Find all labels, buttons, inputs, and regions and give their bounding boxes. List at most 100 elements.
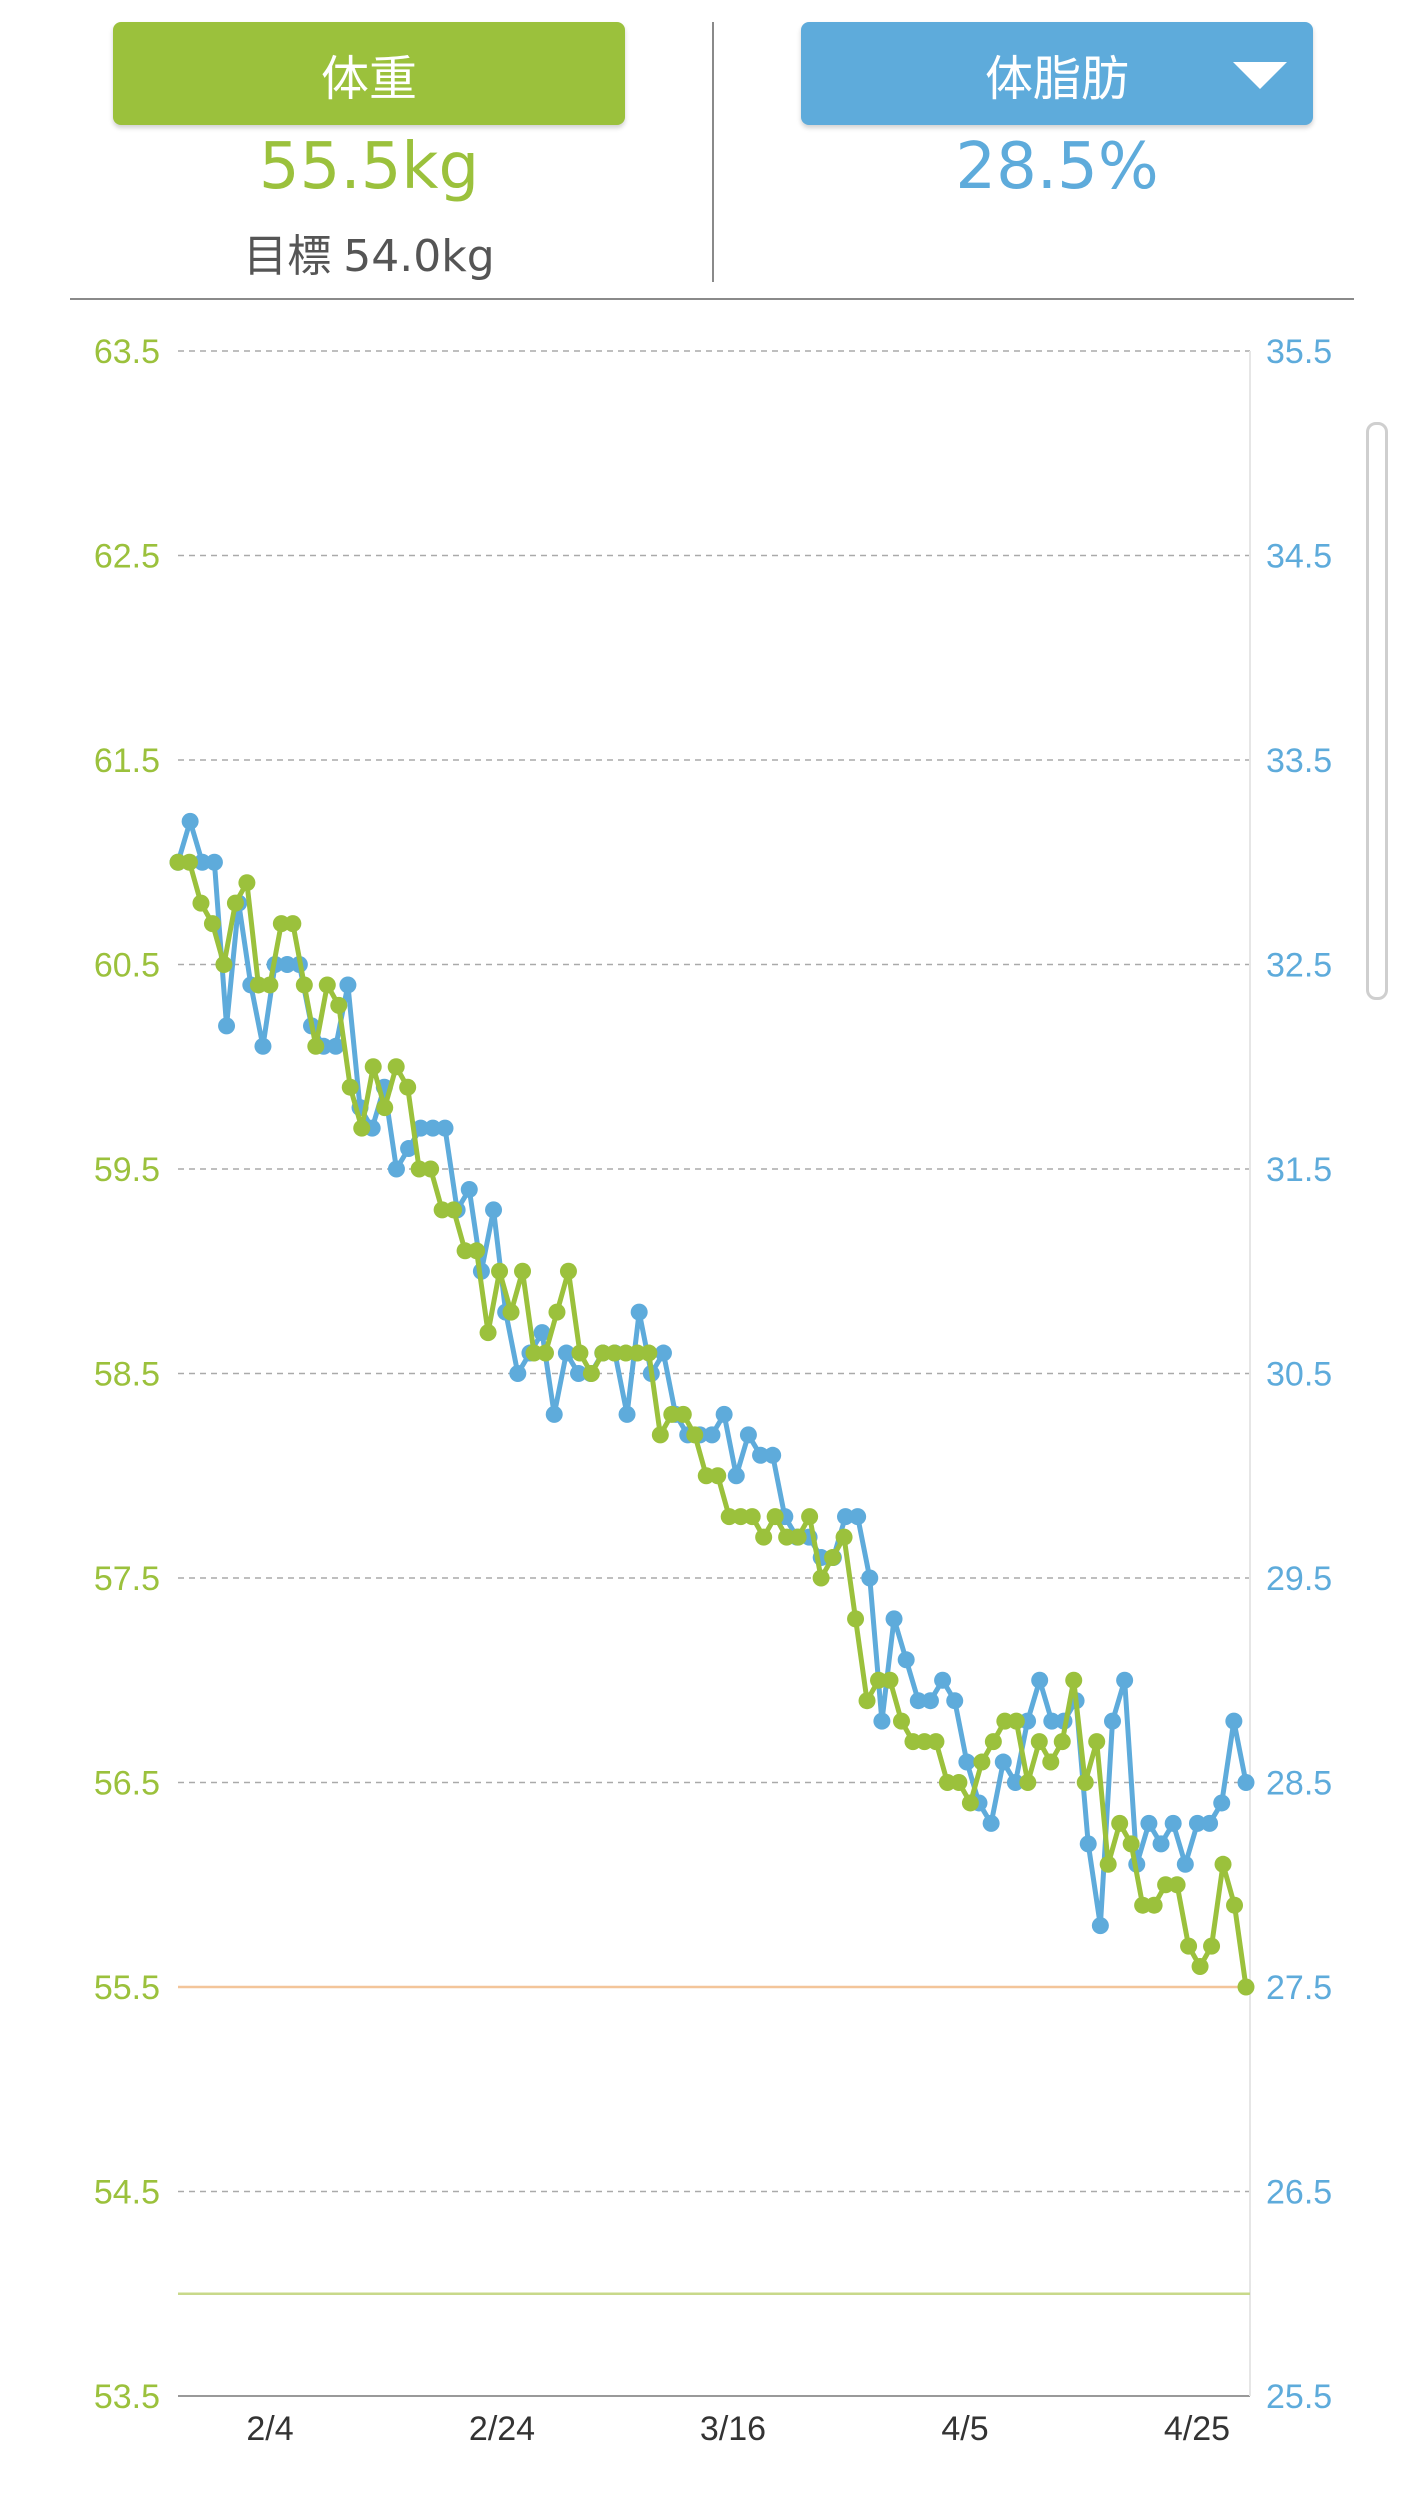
body-fat-point (570, 1365, 587, 1382)
weight-point (491, 1262, 509, 1280)
body-fat-point (921, 1692, 939, 1710)
right-axis-ticks: 25.5 26.5 27.5 28.5 29.5 30.5 31.5 32.5 33.5 34.5… (1266, 333, 1332, 2416)
body-fat-point (1006, 1774, 1024, 1791)
body-fat-point (630, 1303, 648, 1321)
body-fat-point (897, 1651, 915, 1669)
weight-point (422, 1160, 440, 1178)
body-fat-point (1091, 1917, 1109, 1935)
weight-point (1145, 1896, 1163, 1914)
right-tick-label: 33.5 (1266, 742, 1332, 780)
body-fat-point (387, 1160, 405, 1178)
weight-point (640, 1344, 658, 1362)
body-fat-point (254, 1037, 272, 1055)
body-fat-point (861, 1569, 879, 1587)
body-fat-point (885, 1610, 903, 1628)
left-tick-label: 63.5 (94, 333, 160, 371)
weight-point (180, 853, 198, 871)
left-tick-label: 58.5 (94, 1356, 160, 1394)
weight-point (1237, 1978, 1255, 1996)
current-weight-value: 55.5kg (258, 130, 480, 204)
weight-point (1122, 1835, 1140, 1853)
weight-point (479, 1324, 497, 1342)
body-fat-point (1140, 1814, 1158, 1832)
left-axis-ticks: 53.5 54.5 55.5 56.5 57.5 58.5 59.5 60.5 61.5 62.5… (94, 333, 160, 2416)
weight-point (215, 956, 233, 973)
weight-point (892, 1712, 910, 1730)
weight-point (548, 1303, 566, 1321)
weight-point (502, 1303, 520, 1321)
weight-point (387, 1058, 405, 1076)
header-bottom-divider (70, 298, 1354, 300)
grid-lines (178, 350, 1251, 2397)
weight-point (364, 1058, 382, 1076)
left-tick-label: 57.5 (94, 1560, 160, 1598)
goal-label: 目標 (243, 231, 332, 282)
weight-point (330, 996, 348, 1014)
weight-tab-label: 体重 (320, 50, 417, 107)
weight-tab-button[interactable]: 体重 (113, 22, 625, 125)
body-fat-point (424, 1119, 442, 1137)
weight-point (651, 1426, 669, 1444)
weight-point (261, 976, 279, 994)
left-tick-label: 60.5 (94, 947, 160, 985)
weight-point (1030, 1733, 1048, 1751)
weight-point (559, 1262, 577, 1280)
body-fat-point (715, 1405, 733, 1423)
current-body-fat-value: 28.5% (955, 130, 1159, 204)
weight-point (582, 1365, 600, 1382)
weight-point (238, 874, 256, 892)
left-tick-label: 54.5 (94, 2174, 160, 2212)
left-tick-label: 56.5 (94, 1765, 160, 1803)
goal-weight: 目標 54.0kg (113, 220, 625, 284)
body-fat-point (764, 1446, 782, 1464)
body-fat-point (1176, 1855, 1194, 1873)
x-tick-label: 2/24 (469, 2410, 535, 2448)
weight-point (1088, 1733, 1106, 1751)
body-fat-point (1225, 1712, 1243, 1730)
body-fat-point (739, 1426, 757, 1444)
weight-point (1191, 1958, 1209, 1976)
body-fat-dropdown[interactable]: 体脂肪 (801, 22, 1313, 125)
weight-point (812, 1569, 830, 1587)
body-fat-point (509, 1365, 527, 1382)
right-tick-label: 32.5 (1266, 947, 1332, 985)
body-fat-point (545, 1405, 563, 1423)
weight-point (1065, 1671, 1083, 1689)
body-fat-point (873, 1712, 891, 1730)
body-fat-point (1104, 1712, 1121, 1730)
x-axis-ticks: 2/4 2/24 3/16 4/5 4/25 (246, 2410, 1230, 2448)
body-fat-point (218, 1017, 236, 1035)
reference-lines (178, 1985, 1250, 2295)
left-tick-label: 61.5 (94, 742, 160, 780)
body-fat-point (1152, 1835, 1170, 1853)
body-fat-point (727, 1467, 745, 1485)
right-tick-label: 34.5 (1266, 538, 1332, 576)
weight-point (973, 1753, 991, 1771)
weight-point (766, 1508, 784, 1526)
body-fat-point (193, 853, 211, 871)
weight-point (835, 1528, 853, 1546)
weight-point (295, 976, 313, 994)
left-tick-label: 53.5 (94, 2378, 160, 2416)
right-tick-label: 26.5 (1266, 2174, 1332, 2212)
scrollbar[interactable] (1366, 422, 1388, 1000)
right-tick-label: 29.5 (1266, 1560, 1332, 1598)
x-tick-label: 4/25 (1164, 2410, 1230, 2448)
goal-value: 54.0kg (343, 231, 495, 282)
weight-point (1180, 1937, 1198, 1955)
body-fat-point (1188, 1814, 1206, 1832)
weight-point (801, 1508, 819, 1526)
body-fat-point (934, 1671, 952, 1689)
weight-point (399, 1078, 417, 1096)
body-fat-point (533, 1324, 551, 1342)
body-fat-point (1213, 1794, 1231, 1812)
weight-point (1019, 1774, 1037, 1791)
weight-point (307, 1037, 325, 1055)
body-fat-point (557, 1344, 575, 1362)
weight-point (674, 1405, 692, 1423)
body-fat-point (436, 1119, 454, 1137)
body-fat-point (618, 1405, 636, 1423)
weight-point (571, 1344, 589, 1362)
weight-point (226, 894, 244, 912)
